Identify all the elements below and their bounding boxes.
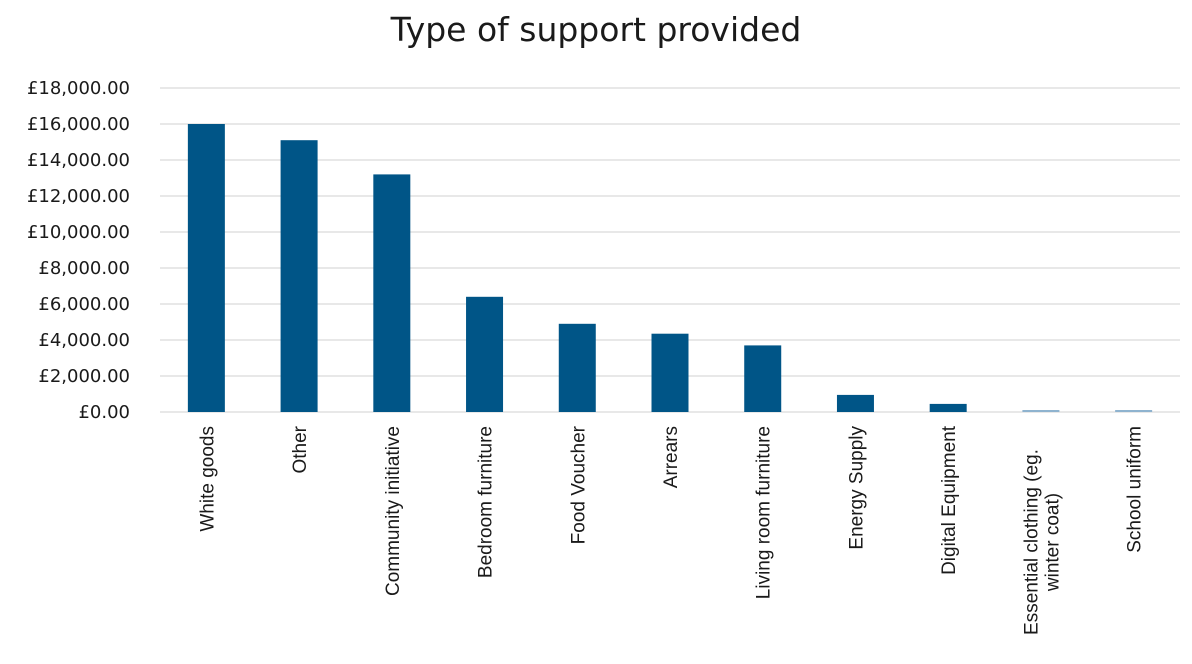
y-tick-label: £4,000.00 <box>38 330 130 351</box>
y-tick-label: £18,000.00 <box>27 78 130 99</box>
bar <box>836 394 874 412</box>
x-category-label: School uniform <box>1125 426 1146 553</box>
x-category-label: Community initiative <box>383 426 404 596</box>
x-category-label: Energy Supply <box>846 426 867 550</box>
x-category-label: Living room furniture <box>754 426 775 599</box>
x-axis-category-labels: White goods Other Community initiative Bedr… <box>197 425 1145 635</box>
y-tick-label: £2,000.00 <box>38 366 130 387</box>
y-tick-label: £16,000.00 <box>27 114 130 135</box>
bar <box>466 296 504 412</box>
x-category-label: Other <box>290 425 311 473</box>
x-category-label: White goods <box>197 426 218 532</box>
x-category-label: Digital Equipment <box>939 425 960 575</box>
y-axis-tick-labels: £0.00 £2,000.00 £4,000.00 £6,000.00 £8,000.0… <box>27 78 130 423</box>
y-tick-label: £10,000.00 <box>27 222 130 243</box>
bar <box>187 124 225 412</box>
x-category-label: Food Voucher <box>568 425 589 544</box>
bar <box>558 323 596 412</box>
y-tick-label: £14,000.00 <box>27 150 130 171</box>
bar <box>929 403 967 412</box>
bar <box>744 345 782 412</box>
x-category-label: Essential clothing (eg. <box>1021 449 1042 635</box>
x-category-label: winter coat) <box>1042 493 1063 592</box>
bar <box>373 174 411 412</box>
chart-title: Type of support provided <box>390 10 802 49</box>
x-category-label: Bedroom furniture <box>476 426 497 578</box>
bar <box>280 140 318 412</box>
bar <box>651 333 689 412</box>
y-tick-label: £12,000.00 <box>27 186 130 207</box>
bar <box>1022 410 1060 412</box>
bar <box>1115 410 1153 412</box>
y-tick-label: £0.00 <box>78 402 130 423</box>
x-category-label: Arrears <box>661 426 682 488</box>
y-tick-label: £8,000.00 <box>38 258 130 279</box>
y-tick-label: £6,000.00 <box>38 294 130 315</box>
bars <box>187 124 1153 412</box>
